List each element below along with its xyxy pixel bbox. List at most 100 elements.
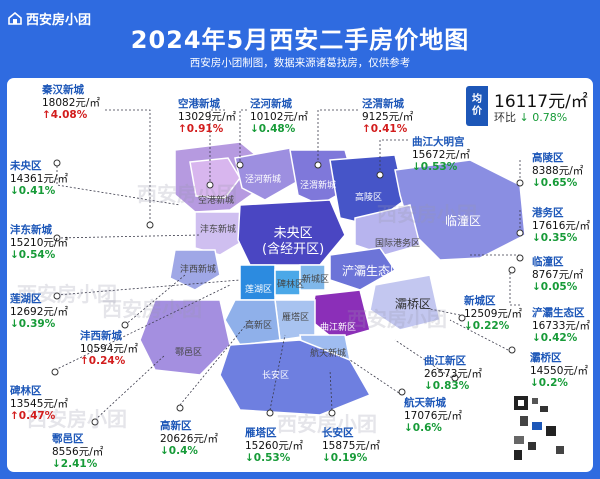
district-label-baqiao: 灞桥区 14550元/㎡ ↓0.2%	[530, 352, 588, 390]
map-label-qujiang: 曲江新区	[320, 323, 357, 333]
watermark: 西安房小团	[347, 307, 447, 331]
district-change: ↑4.08%	[42, 109, 88, 121]
district-change: ↓0.19%	[322, 452, 368, 464]
map-label-jinghe: 泾河新城	[245, 175, 282, 185]
district-label-lianhu: 莲湖区 12692元/㎡ ↓0.39%	[10, 293, 68, 331]
map-label-gaoling: 高陵区	[355, 193, 383, 203]
district-price: 20626元/㎡	[160, 432, 218, 445]
district-name: 长安区	[322, 427, 354, 439]
house-logo-icon	[8, 12, 22, 25]
average-badge-line2: 价	[472, 106, 482, 117]
map-label-jingwei: 泾渭新城	[300, 181, 337, 191]
district-label-fengxi: 沣西新城 10594元/㎡ ↑0.24%	[80, 330, 138, 368]
region-beilin	[274, 269, 301, 296]
district-price: 15210元/㎡	[10, 236, 68, 249]
watermark: 西安房小团	[27, 407, 127, 431]
district-label-gaoling: 高陵区 8388元/㎡ ↓0.65%	[532, 152, 583, 190]
district-price: 17616元/㎡	[532, 219, 590, 232]
map-label-gangwu: 国际港务区	[375, 239, 421, 249]
district-price: 13545元/㎡	[10, 397, 68, 410]
district-price: 15875元/㎡	[322, 439, 380, 452]
brand: 西安房小团	[8, 9, 91, 28]
map-label-huyi: 鄠邑区	[175, 348, 203, 358]
brand-name: 西安房小团	[26, 13, 92, 28]
region-jinghe	[234, 147, 301, 201]
district-change: ↓0.54%	[10, 249, 56, 261]
district-name: 临潼区	[532, 256, 564, 268]
district-name: 航天新城	[404, 397, 446, 409]
district-change: ↓0.53%	[245, 452, 291, 464]
district-change: ↓0.6%	[404, 422, 442, 434]
map-label-beilin: 碑林区	[277, 280, 305, 290]
page-title: 2024年5月西安二手房价地图	[130, 26, 470, 54]
qr-code-icon	[510, 392, 580, 464]
district-change: ↓0.42%	[532, 332, 578, 344]
district-change: ↓0.22%	[464, 320, 510, 332]
region-fengdong	[194, 211, 246, 256]
district-change: ↓0.2%	[530, 377, 568, 389]
district-name: 灞桥区	[530, 352, 562, 364]
district-price: 26573元/㎡	[424, 367, 482, 380]
map-label-yanta: 雁塔区	[282, 313, 310, 323]
district-price: 10594元/㎡	[80, 342, 138, 355]
district-name: 港务区	[532, 207, 564, 219]
district-name: 曲江大明宫	[412, 136, 465, 148]
average-change-label: 环比	[494, 111, 516, 124]
district-label-qujiang-xinqu: 曲江新区 26573元/㎡ ↓0.83%	[424, 355, 482, 393]
district-label-fengdong: 沣东新城 15210元/㎡ ↓0.54%	[10, 224, 68, 262]
district-name: 碑林区	[10, 385, 42, 397]
district-label-yanta: 雁塔区 15260元/㎡ ↓0.53%	[245, 427, 303, 465]
district-name: 未央区	[10, 160, 42, 172]
district-name: 空港新城	[178, 98, 220, 110]
district-label-xincheng: 新城区 12509元/㎡ ↓0.22%	[464, 295, 522, 333]
district-change: ↓0.4%	[160, 445, 198, 457]
region-baqiao	[369, 274, 441, 331]
watermark: 西安房小团	[17, 282, 117, 306]
map-label-xincheng: 新城区	[302, 275, 330, 285]
map-label-chanba: 浐灞生态区	[342, 264, 403, 278]
map-label-gaoxin: 高新区	[245, 321, 273, 331]
map-label-baqiao: 灞桥区	[395, 297, 432, 311]
district-change: ↑0.41%	[362, 123, 408, 135]
district-price: 12692元/㎡	[10, 305, 68, 318]
district-label-changan: 长安区 15875元/㎡ ↓0.19%	[322, 427, 380, 465]
district-name: 高新区	[160, 420, 192, 432]
average-change-value: ↓ 0.78%	[519, 111, 568, 124]
region-gangwu	[354, 204, 421, 256]
district-price: 18082元/㎡	[42, 96, 100, 109]
district-price: 9125元/㎡	[362, 110, 414, 123]
map-card: 西安房小团 西安房小团 西安房小团 西安房小团 西安房小团 西安房小团 西安房小…	[7, 78, 593, 472]
watermark: 西安房小团	[377, 202, 477, 226]
region-fengxi	[169, 249, 221, 291]
district-price: 15672元/㎡	[412, 148, 470, 161]
district-label-weiyang: 未央区 14361元/㎡ ↓0.41%	[10, 160, 68, 198]
map-label-weiyang-line1: 未央区	[273, 226, 313, 241]
district-price: 16733元/㎡	[532, 319, 590, 332]
district-name: 新城区	[464, 295, 496, 307]
district-name: 莲湖区	[10, 293, 42, 305]
district-price: 14361元/㎡	[10, 172, 68, 185]
map-label-fengdong: 沣东新城	[200, 225, 237, 235]
district-price: 8556元/㎡	[52, 445, 104, 458]
district-change: ↓0.39%	[10, 318, 56, 330]
district-map	[51, 109, 526, 426]
district-name: 鄠邑区	[52, 433, 84, 445]
district-price: 8388元/㎡	[532, 164, 584, 177]
district-label-qinhan: 秦汉新城 18082元/㎡ ↑4.08%	[42, 84, 100, 122]
average-change: 环比 ↓ 0.78%	[494, 109, 567, 125]
watermark: 西安房小团	[137, 182, 237, 206]
district-name: 秦汉新城	[42, 84, 84, 96]
map-label-fengxi: 沣西新城	[180, 265, 217, 275]
district-change: ↑0.47%	[10, 410, 56, 422]
district-name: 泾河新城	[250, 98, 292, 110]
region-chanba	[329, 247, 397, 291]
district-change: ↑0.91%	[178, 123, 224, 135]
district-change: ↓0.48%	[250, 123, 296, 135]
header: 西安房小团 2024年5月西安二手房价地图 西安房小团制图，数据来源诸葛找房，仅…	[0, 0, 600, 74]
average-badge: 均 价	[466, 86, 488, 126]
average-badge-line1: 均	[472, 94, 482, 105]
district-label-gangwu: 港务区 17616元/㎡ ↓0.35%	[532, 207, 590, 245]
district-label-huyi: 鄠邑区 8556元/㎡ ↓2.41%	[52, 433, 103, 471]
district-label-lintong: 临潼区 8767元/㎡ ↓0.05%	[532, 256, 583, 294]
district-change: ↓2.41%	[52, 458, 98, 470]
